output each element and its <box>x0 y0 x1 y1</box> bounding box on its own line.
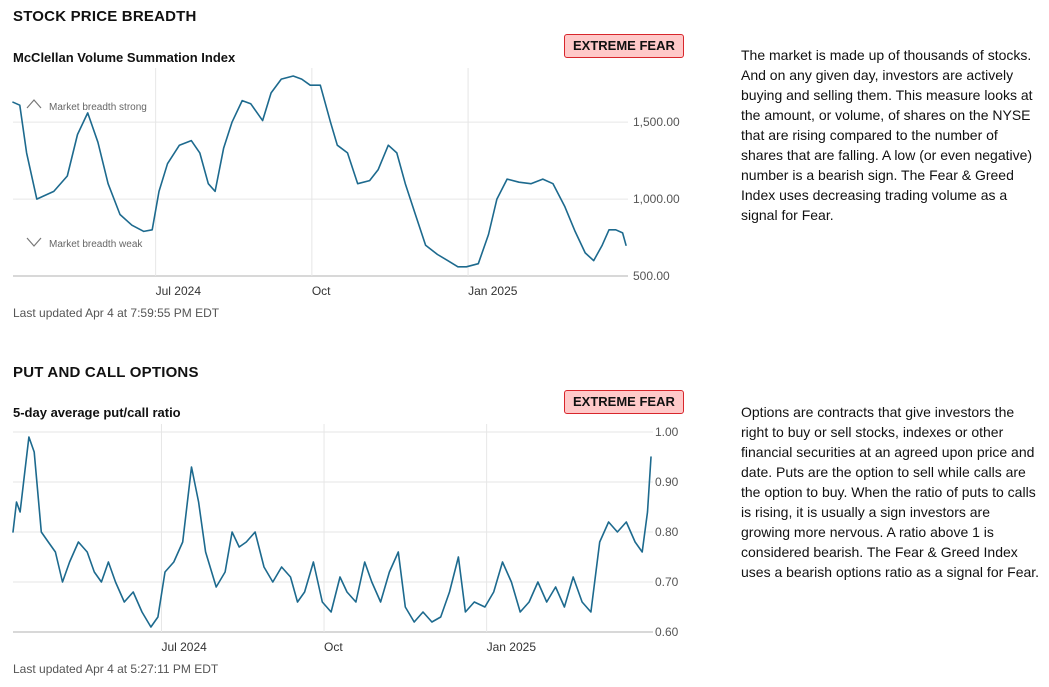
x-tick-label: Jul 2024 <box>161 640 207 654</box>
y-tick-label: 0.90 <box>655 475 679 489</box>
description-put-call: Options are contracts that give investor… <box>741 404 1040 580</box>
series-line <box>12 436 652 628</box>
series-line <box>12 75 627 268</box>
y-tick-label: 1,500.00 <box>633 115 680 129</box>
fear-badge-put-call: EXTREME FEAR <box>564 390 684 414</box>
y-tick-label: 0.70 <box>655 575 679 589</box>
y-tick-label: 1.00 <box>655 425 679 439</box>
fear-badge-breadth: EXTREME FEAR <box>564 34 684 58</box>
last-updated-put-call: Last updated Apr 4 at 5:27:11 PM EDT <box>13 662 219 676</box>
last-updated-breadth: Last updated Apr 4 at 7:59:55 PM EDT <box>13 306 220 320</box>
annotation-breadth-weak: Market breadth weak <box>49 239 143 250</box>
x-tick-label: Oct <box>324 640 343 654</box>
x-tick-label: Jan 2025 <box>487 640 537 654</box>
chevron-down-icon <box>26 237 42 247</box>
y-tick-label: 500.00 <box>633 269 670 283</box>
x-tick-label: Oct <box>312 284 331 298</box>
breadth-chart: 1,500.00 1,000.00 500.00 Jul 2024 Oct Jan 202… <box>12 68 680 298</box>
y-tick-label: 1,000.00 <box>633 192 680 206</box>
chevron-up-icon <box>26 99 42 109</box>
section-title-stock-price-breadth: STOCK PRICE BREADTH <box>13 8 197 25</box>
put-call-chart: 1.00 0.90 0.80 0.70 0.60 Jul 2024 Oct Jan 2025 <box>12 424 679 654</box>
x-tick-label: Jul 2024 <box>156 284 202 298</box>
chart-subtitle-mcclellan: McClellan Volume Summation Index <box>13 50 236 65</box>
chart-subtitle-put-call-ratio: 5-day average put/call ratio <box>13 405 181 420</box>
y-tick-label: 0.80 <box>655 525 679 539</box>
y-tick-label: 0.60 <box>655 625 679 639</box>
annotation-breadth-strong: Market breadth strong <box>49 102 147 113</box>
x-tick-label: Jan 2025 <box>468 284 518 298</box>
description-breadth: The market is made up of thousands of st… <box>741 47 1033 223</box>
section-title-put-call: PUT AND CALL OPTIONS <box>13 364 199 381</box>
